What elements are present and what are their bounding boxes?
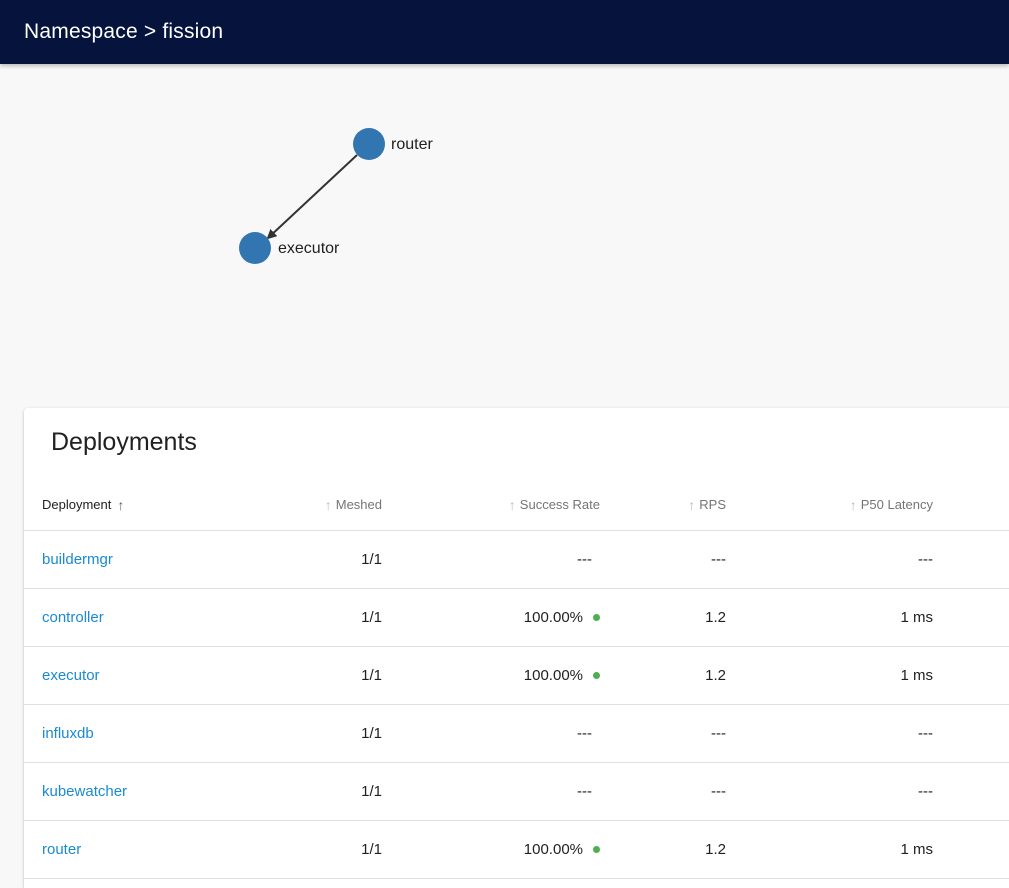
success-rate-cell: 100.00% [450, 821, 600, 878]
p50-latency-value: 1 ms [900, 609, 933, 626]
sort-arrow-up-icon: ↑ [117, 497, 125, 513]
status-ok-dot-icon [593, 613, 600, 621]
sort-arrow-up-icon: ↑ [849, 497, 857, 513]
column-p50-latency-label: P50 Latency [860, 497, 933, 512]
rps-value: 1.2 [705, 667, 726, 684]
rps-value: --- [711, 551, 726, 568]
table-header: Deployment ↑ ↑ Meshed ↑ Success Rate ↑ R… [24, 480, 1009, 531]
p50-latency-value: --- [918, 551, 933, 568]
meshed-value: 1/1 [361, 551, 382, 568]
column-p50-latency[interactable]: ↑ P50 Latency [823, 480, 933, 530]
deployments-card: Deployments Deployment ↑ ↑ Meshed ↑ Succ… [24, 408, 1009, 888]
success-rate-cell: 100.00% [450, 589, 600, 646]
table-row: executor 1/1 100.00% 1.2 1 ms [24, 647, 1009, 705]
table-row: router 1/1 100.00% 1.2 1 ms [24, 821, 1009, 879]
success-rate-value: 100.00% [523, 667, 583, 684]
status-ok-dot-icon [593, 671, 600, 679]
sort-arrow-up-icon: ↑ [508, 497, 516, 513]
p50-latency-value: 1 ms [900, 841, 933, 858]
graph-edge-router-executor [266, 154, 358, 240]
deployments-title: Deployments [51, 428, 197, 456]
table-row: controller 1/1 100.00% 1.2 1 ms [24, 589, 1009, 647]
sort-arrow-up-icon: ↑ [324, 497, 332, 513]
deployment-link[interactable]: influxdb [42, 725, 94, 742]
graph-svg: router executor [239, 128, 433, 264]
meshed-value: 1/1 [361, 841, 382, 858]
column-success-rate[interactable]: ↑ Success Rate [490, 480, 600, 530]
status-ok-dot-icon [593, 845, 600, 853]
meshed-value: 1/1 [361, 725, 382, 742]
column-rps[interactable]: ↑ RPS [666, 480, 726, 530]
graph-node-label-router: router [391, 136, 433, 153]
deployment-link[interactable]: controller [42, 609, 104, 626]
app-bar: Namespace > fission [0, 0, 1009, 64]
success-rate-value: --- [577, 725, 592, 742]
page-title: Namespace > fission [24, 20, 224, 43]
column-meshed-label: Meshed [335, 497, 382, 512]
deployment-link[interactable]: buildermgr [42, 551, 113, 568]
p50-latency-value: 1 ms [900, 667, 933, 684]
rps-value: 1.2 [705, 609, 726, 626]
deployment-link[interactable]: executor [42, 667, 100, 684]
column-rps-label: RPS [699, 497, 726, 512]
table-row: influxdb 1/1 --- --- --- [24, 705, 1009, 763]
meshed-value: 1/1 [361, 783, 382, 800]
p50-latency-value: --- [918, 783, 933, 800]
success-rate-value: 100.00% [523, 841, 583, 858]
success-rate-cell: 100.00% [450, 647, 600, 704]
namespace-graph: router executor [0, 64, 1009, 394]
column-deployment-label: Deployment [42, 497, 112, 512]
column-deployment[interactable]: Deployment ↑ [42, 480, 128, 530]
column-meshed[interactable]: ↑ Meshed [312, 480, 382, 530]
meshed-value: 1/1 [361, 609, 382, 626]
success-rate-value: --- [577, 551, 592, 568]
success-rate-value: --- [577, 783, 592, 800]
rps-value: 1.2 [705, 841, 726, 858]
graph-node-executor[interactable] [239, 232, 271, 264]
success-rate-value: 100.00% [523, 609, 583, 626]
graph-node-router[interactable] [353, 128, 385, 160]
meshed-value: 1/1 [361, 667, 382, 684]
rps-value: --- [711, 725, 726, 742]
deployment-link[interactable]: kubewatcher [42, 783, 128, 800]
deployment-link[interactable]: router [42, 841, 82, 858]
table-row: kubewatcher 1/1 --- --- --- [24, 763, 1009, 821]
table-row: buildermgr 1/1 --- --- --- [24, 531, 1009, 589]
graph-node-label-executor: executor [278, 240, 340, 257]
p50-latency-value: --- [918, 725, 933, 742]
sort-arrow-up-icon: ↑ [688, 497, 696, 513]
column-success-rate-label: Success Rate [519, 497, 600, 512]
rps-value: --- [711, 783, 726, 800]
